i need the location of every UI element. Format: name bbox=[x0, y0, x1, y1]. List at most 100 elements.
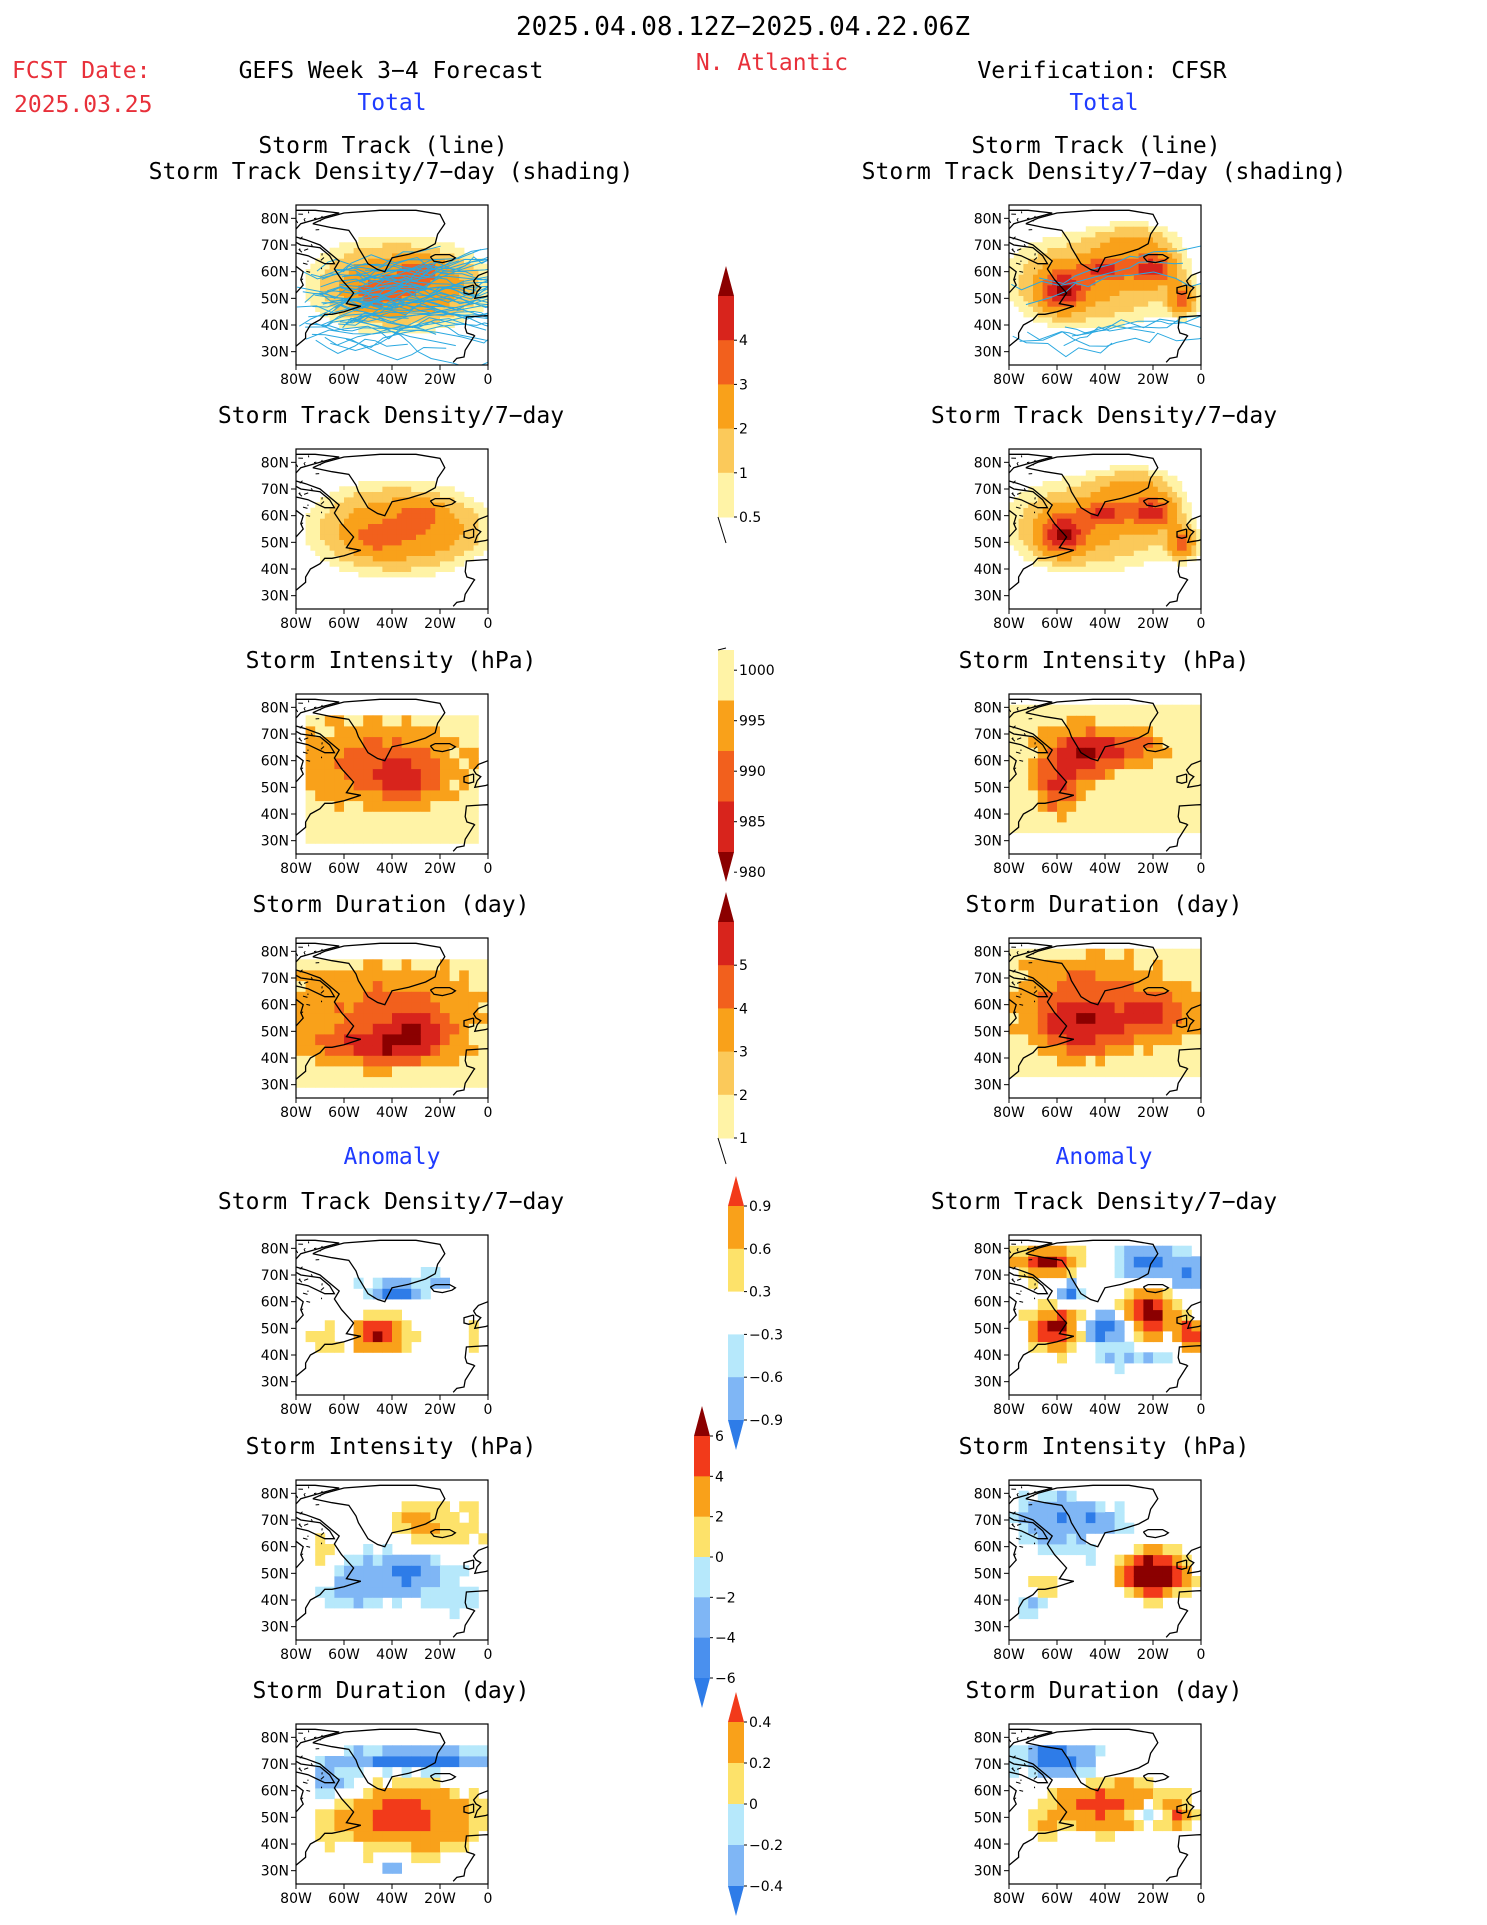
grid-cell bbox=[1076, 1501, 1087, 1513]
grid-cell bbox=[344, 768, 354, 780]
grid-cell bbox=[478, 523, 484, 530]
grid-cell bbox=[1028, 1267, 1039, 1279]
grid-cell bbox=[420, 1267, 431, 1279]
grid-cell bbox=[440, 1522, 450, 1534]
grid-cell bbox=[1052, 311, 1058, 318]
grid-cell bbox=[358, 285, 364, 291]
grid-cell bbox=[1095, 534, 1101, 540]
grid-cell bbox=[1028, 263, 1034, 270]
grid-cell bbox=[344, 529, 350, 535]
coastline bbox=[1176, 284, 1188, 295]
grid-cell bbox=[406, 306, 412, 312]
grid-cell bbox=[468, 832, 479, 844]
grid-cell bbox=[396, 491, 402, 498]
grid-cell bbox=[392, 1809, 402, 1821]
island-coast bbox=[1033, 1734, 1036, 1738]
grid-cell bbox=[1167, 497, 1173, 503]
grid-cell bbox=[1191, 534, 1197, 540]
grid-cell bbox=[449, 269, 455, 275]
grid-cell bbox=[1114, 317, 1120, 323]
grid-cell bbox=[1177, 311, 1183, 318]
grid-cell bbox=[1033, 534, 1039, 540]
grid-cell bbox=[396, 555, 402, 562]
grid-cell bbox=[1129, 475, 1135, 482]
grid-cell bbox=[1172, 1044, 1183, 1056]
grid-cell bbox=[464, 518, 470, 524]
grid-cell bbox=[1033, 486, 1039, 492]
grid-cell bbox=[1133, 1256, 1144, 1268]
grid-cell bbox=[1028, 747, 1039, 759]
grid-cell bbox=[440, 247, 446, 254]
grid-cell bbox=[1100, 523, 1106, 530]
grid-cell bbox=[1172, 1820, 1183, 1832]
grid-cell bbox=[420, 1522, 431, 1534]
grid-cell bbox=[1153, 311, 1159, 318]
grid-cell bbox=[1052, 491, 1058, 498]
grid-cell bbox=[315, 545, 321, 551]
grid-cell bbox=[315, 822, 326, 834]
grid-cell bbox=[1153, 758, 1163, 770]
grid-cell bbox=[382, 1862, 393, 1874]
grid-cell bbox=[1085, 475, 1091, 482]
colorbar-segment bbox=[718, 1094, 734, 1139]
grid-cell bbox=[430, 1076, 441, 1088]
grid-cell bbox=[1085, 491, 1091, 498]
grid-cell bbox=[348, 534, 354, 540]
grid-cell bbox=[1148, 279, 1154, 286]
grid-cell bbox=[1114, 491, 1120, 498]
grid-cell bbox=[444, 317, 450, 323]
grid-cell bbox=[1133, 790, 1144, 802]
grid-cell bbox=[1119, 475, 1125, 482]
grid-cell bbox=[1076, 970, 1087, 982]
grid-cell bbox=[1133, 800, 1144, 812]
grid-cell bbox=[392, 1788, 402, 1800]
grid-cell bbox=[1162, 486, 1168, 492]
lat-tick-label: 70N bbox=[261, 1757, 289, 1773]
grid-cell bbox=[1023, 290, 1029, 296]
grid-cell bbox=[1095, 1012, 1106, 1024]
grid-cell bbox=[372, 1023, 383, 1035]
grid-cell bbox=[401, 1277, 412, 1289]
grid-cell bbox=[406, 295, 412, 302]
grid-cell bbox=[1124, 948, 1135, 960]
grid-cell bbox=[1143, 465, 1149, 471]
grid-cell bbox=[353, 566, 359, 572]
grid-cell bbox=[348, 518, 354, 524]
grid-cell bbox=[1095, 1320, 1106, 1332]
island-coast bbox=[310, 977, 313, 980]
grid-cell bbox=[411, 800, 422, 812]
grid-cell bbox=[1105, 263, 1111, 270]
grid-cell bbox=[1023, 529, 1029, 535]
grid-cell bbox=[1057, 1788, 1067, 1800]
grid-cell bbox=[382, 523, 388, 530]
grid-cell bbox=[1109, 242, 1115, 248]
grid-cell bbox=[449, 263, 455, 270]
colorbar-lower-triangle bbox=[728, 1420, 744, 1450]
grid-cell bbox=[1114, 1256, 1125, 1268]
grid-cell bbox=[1162, 758, 1173, 770]
storm-track-line bbox=[297, 285, 488, 298]
grid-cell bbox=[401, 518, 407, 524]
grid-cell bbox=[1047, 1798, 1058, 1810]
grid-cell bbox=[344, 523, 350, 530]
grid-cell bbox=[1129, 507, 1135, 514]
grid-cell bbox=[1114, 465, 1120, 471]
grid-cell bbox=[1191, 1320, 1201, 1332]
grid-cell bbox=[1105, 1023, 1115, 1035]
island-coast bbox=[1011, 248, 1016, 253]
grid-cell bbox=[454, 518, 460, 524]
grid-cell bbox=[1076, 736, 1087, 748]
grid-cell bbox=[1052, 550, 1058, 556]
grid-cell bbox=[1076, 247, 1082, 254]
grid-cell bbox=[372, 491, 378, 498]
grid-cell bbox=[1085, 1055, 1096, 1067]
grid-cell bbox=[483, 523, 488, 530]
grid-cell bbox=[305, 529, 311, 535]
grid-cell bbox=[1153, 1331, 1163, 1343]
grid-cell bbox=[1100, 269, 1106, 275]
grid-cell bbox=[440, 1809, 450, 1821]
grid-cell bbox=[363, 1745, 374, 1757]
coastline bbox=[295, 942, 340, 963]
grid-cell bbox=[1047, 1023, 1058, 1035]
island-coast bbox=[300, 767, 304, 771]
